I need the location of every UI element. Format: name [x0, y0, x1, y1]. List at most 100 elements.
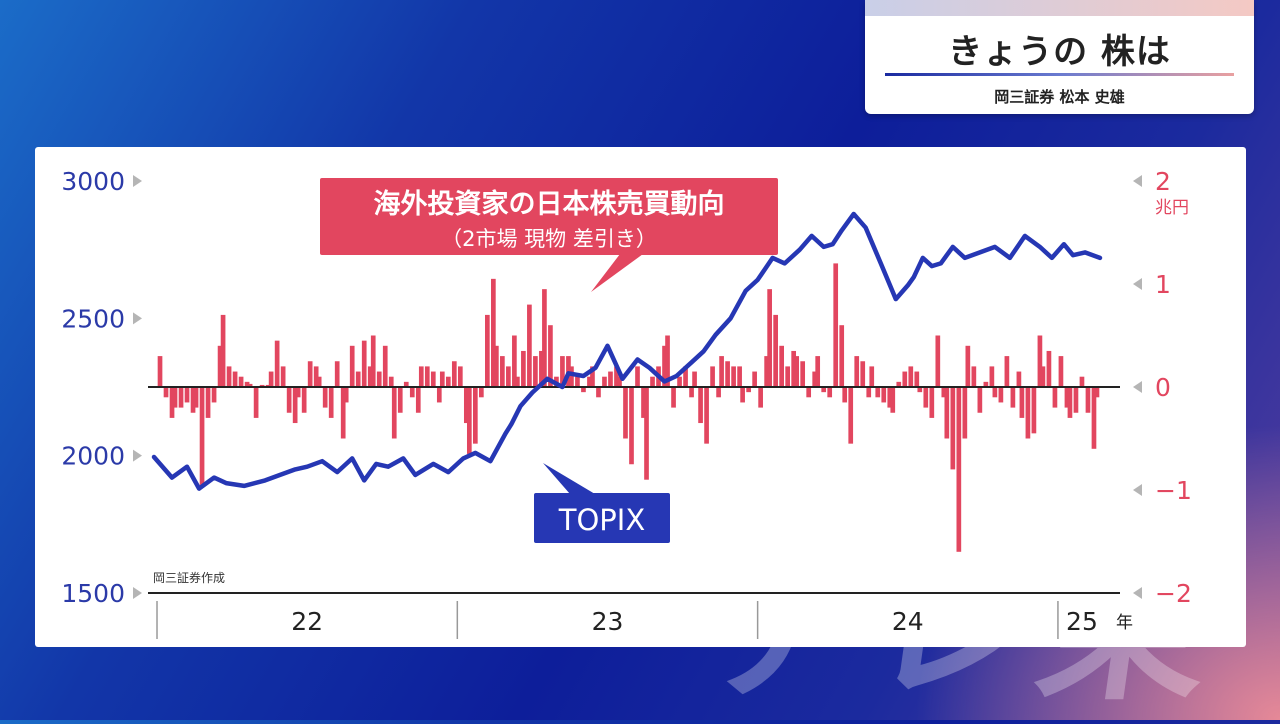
flow-bar	[560, 356, 565, 387]
flow-bar	[731, 366, 736, 387]
flow-bar	[875, 387, 881, 398]
flow-bar	[821, 387, 827, 393]
flow-bar	[295, 387, 301, 398]
flow-bar	[890, 387, 896, 413]
flow-bar	[758, 387, 763, 408]
flow-bar	[917, 387, 923, 393]
flow-bar	[692, 371, 697, 387]
flow-bar	[602, 376, 607, 387]
flow-bar	[1004, 356, 1010, 387]
flow-bar	[740, 387, 745, 403]
left-tick-arrow	[133, 175, 142, 187]
flow-bar	[445, 376, 451, 387]
flow-bar	[812, 371, 818, 387]
right-tick-label: 1	[1155, 270, 1171, 299]
flow-bar	[848, 387, 854, 444]
flow-bar	[671, 387, 676, 408]
flow-bar	[466, 387, 472, 454]
x-tick-label: 24	[892, 607, 924, 636]
flow-bar	[1073, 387, 1079, 413]
flow-bar	[587, 376, 592, 387]
left-tick-label: 2000	[61, 442, 125, 471]
flow-bar	[190, 387, 196, 413]
flow-bar	[244, 381, 250, 387]
flow-bar	[343, 387, 349, 403]
right-tick-label: −2	[1155, 579, 1192, 608]
flow-bar	[815, 356, 821, 387]
left-tick-arrow	[133, 312, 142, 325]
flow-bar	[941, 387, 947, 398]
flow-bar	[340, 387, 346, 439]
flow-bar	[193, 387, 199, 408]
flow-bar	[854, 356, 860, 387]
flow-bar	[791, 350, 797, 387]
left-tick-arrow	[133, 449, 142, 462]
flow-callout-title: 海外投資家の日本株売買動向	[374, 188, 725, 220]
flow-bar	[608, 371, 613, 387]
flow-bar	[391, 387, 397, 439]
flow-bar	[662, 345, 667, 387]
flow-bar	[316, 376, 322, 387]
flow-bar	[1064, 387, 1070, 408]
chart-panel: 3000 2500 2000 1500 2 1 0 −1 −2 兆円 22 23 24 25 年 岡…	[35, 147, 1246, 647]
flow-bar	[866, 387, 872, 398]
flow-bar	[614, 366, 619, 387]
flow-bar	[719, 356, 724, 387]
flow-bar	[184, 387, 190, 403]
flow-bar	[1085, 387, 1091, 413]
flow-bar	[169, 387, 175, 418]
flow-bar	[334, 361, 340, 387]
right-tick-arrow	[1133, 278, 1142, 290]
flow-bar	[268, 371, 274, 387]
right-tick-arrow	[1133, 175, 1142, 187]
flow-bar	[800, 361, 806, 387]
flow-bar	[581, 387, 586, 393]
flow-bar	[1079, 376, 1085, 387]
source-note: 岡三証券作成	[153, 570, 225, 585]
right-tick-arrow	[1133, 587, 1142, 599]
flow-bar	[677, 376, 682, 387]
flow-bar	[463, 387, 469, 424]
flow-bar	[827, 387, 833, 398]
flow-bar	[683, 366, 688, 387]
right-axis: 2 1 0 −1 −2	[1133, 167, 1192, 608]
flow-bar	[590, 366, 595, 387]
flow-bar	[403, 381, 409, 387]
flow-bar	[575, 376, 580, 387]
flow-bar	[665, 335, 670, 387]
flow-bar	[178, 387, 184, 408]
flow-bar	[596, 387, 601, 398]
flow-bar	[355, 371, 361, 387]
flow-bar	[623, 387, 628, 439]
flow-bar	[908, 366, 914, 387]
flow-bar	[163, 387, 169, 398]
left-tick-label: 2500	[61, 304, 125, 333]
flow-bar	[806, 387, 812, 398]
flow-bar	[710, 366, 715, 387]
left-tick-label: 3000	[61, 167, 125, 196]
flow-bar	[220, 314, 226, 387]
flow-bar	[860, 361, 866, 387]
flow-bar	[1037, 335, 1043, 387]
flow-bar	[983, 381, 989, 387]
flow-bar	[833, 263, 839, 387]
flow-bar	[641, 387, 646, 418]
flow-bar	[409, 387, 415, 398]
flow-bar	[752, 371, 757, 387]
flow-bar	[839, 325, 845, 387]
flow-bar	[764, 356, 769, 387]
left-tick-label: 1500	[61, 579, 125, 608]
flow-bar	[1067, 387, 1073, 418]
flow-bar	[542, 289, 547, 387]
flow-bar	[172, 387, 178, 408]
flow-bar	[226, 366, 232, 387]
right-axis-unit: 兆円	[1155, 198, 1189, 218]
topix-callout-label: TOPIX	[558, 503, 645, 537]
flow-bar	[527, 304, 532, 387]
flow-bar	[725, 361, 730, 387]
flow-bar	[944, 387, 950, 439]
flow-bar	[512, 335, 517, 387]
flow-bar	[1025, 387, 1031, 439]
flow-bar	[785, 366, 791, 387]
flow-bar	[253, 387, 259, 418]
